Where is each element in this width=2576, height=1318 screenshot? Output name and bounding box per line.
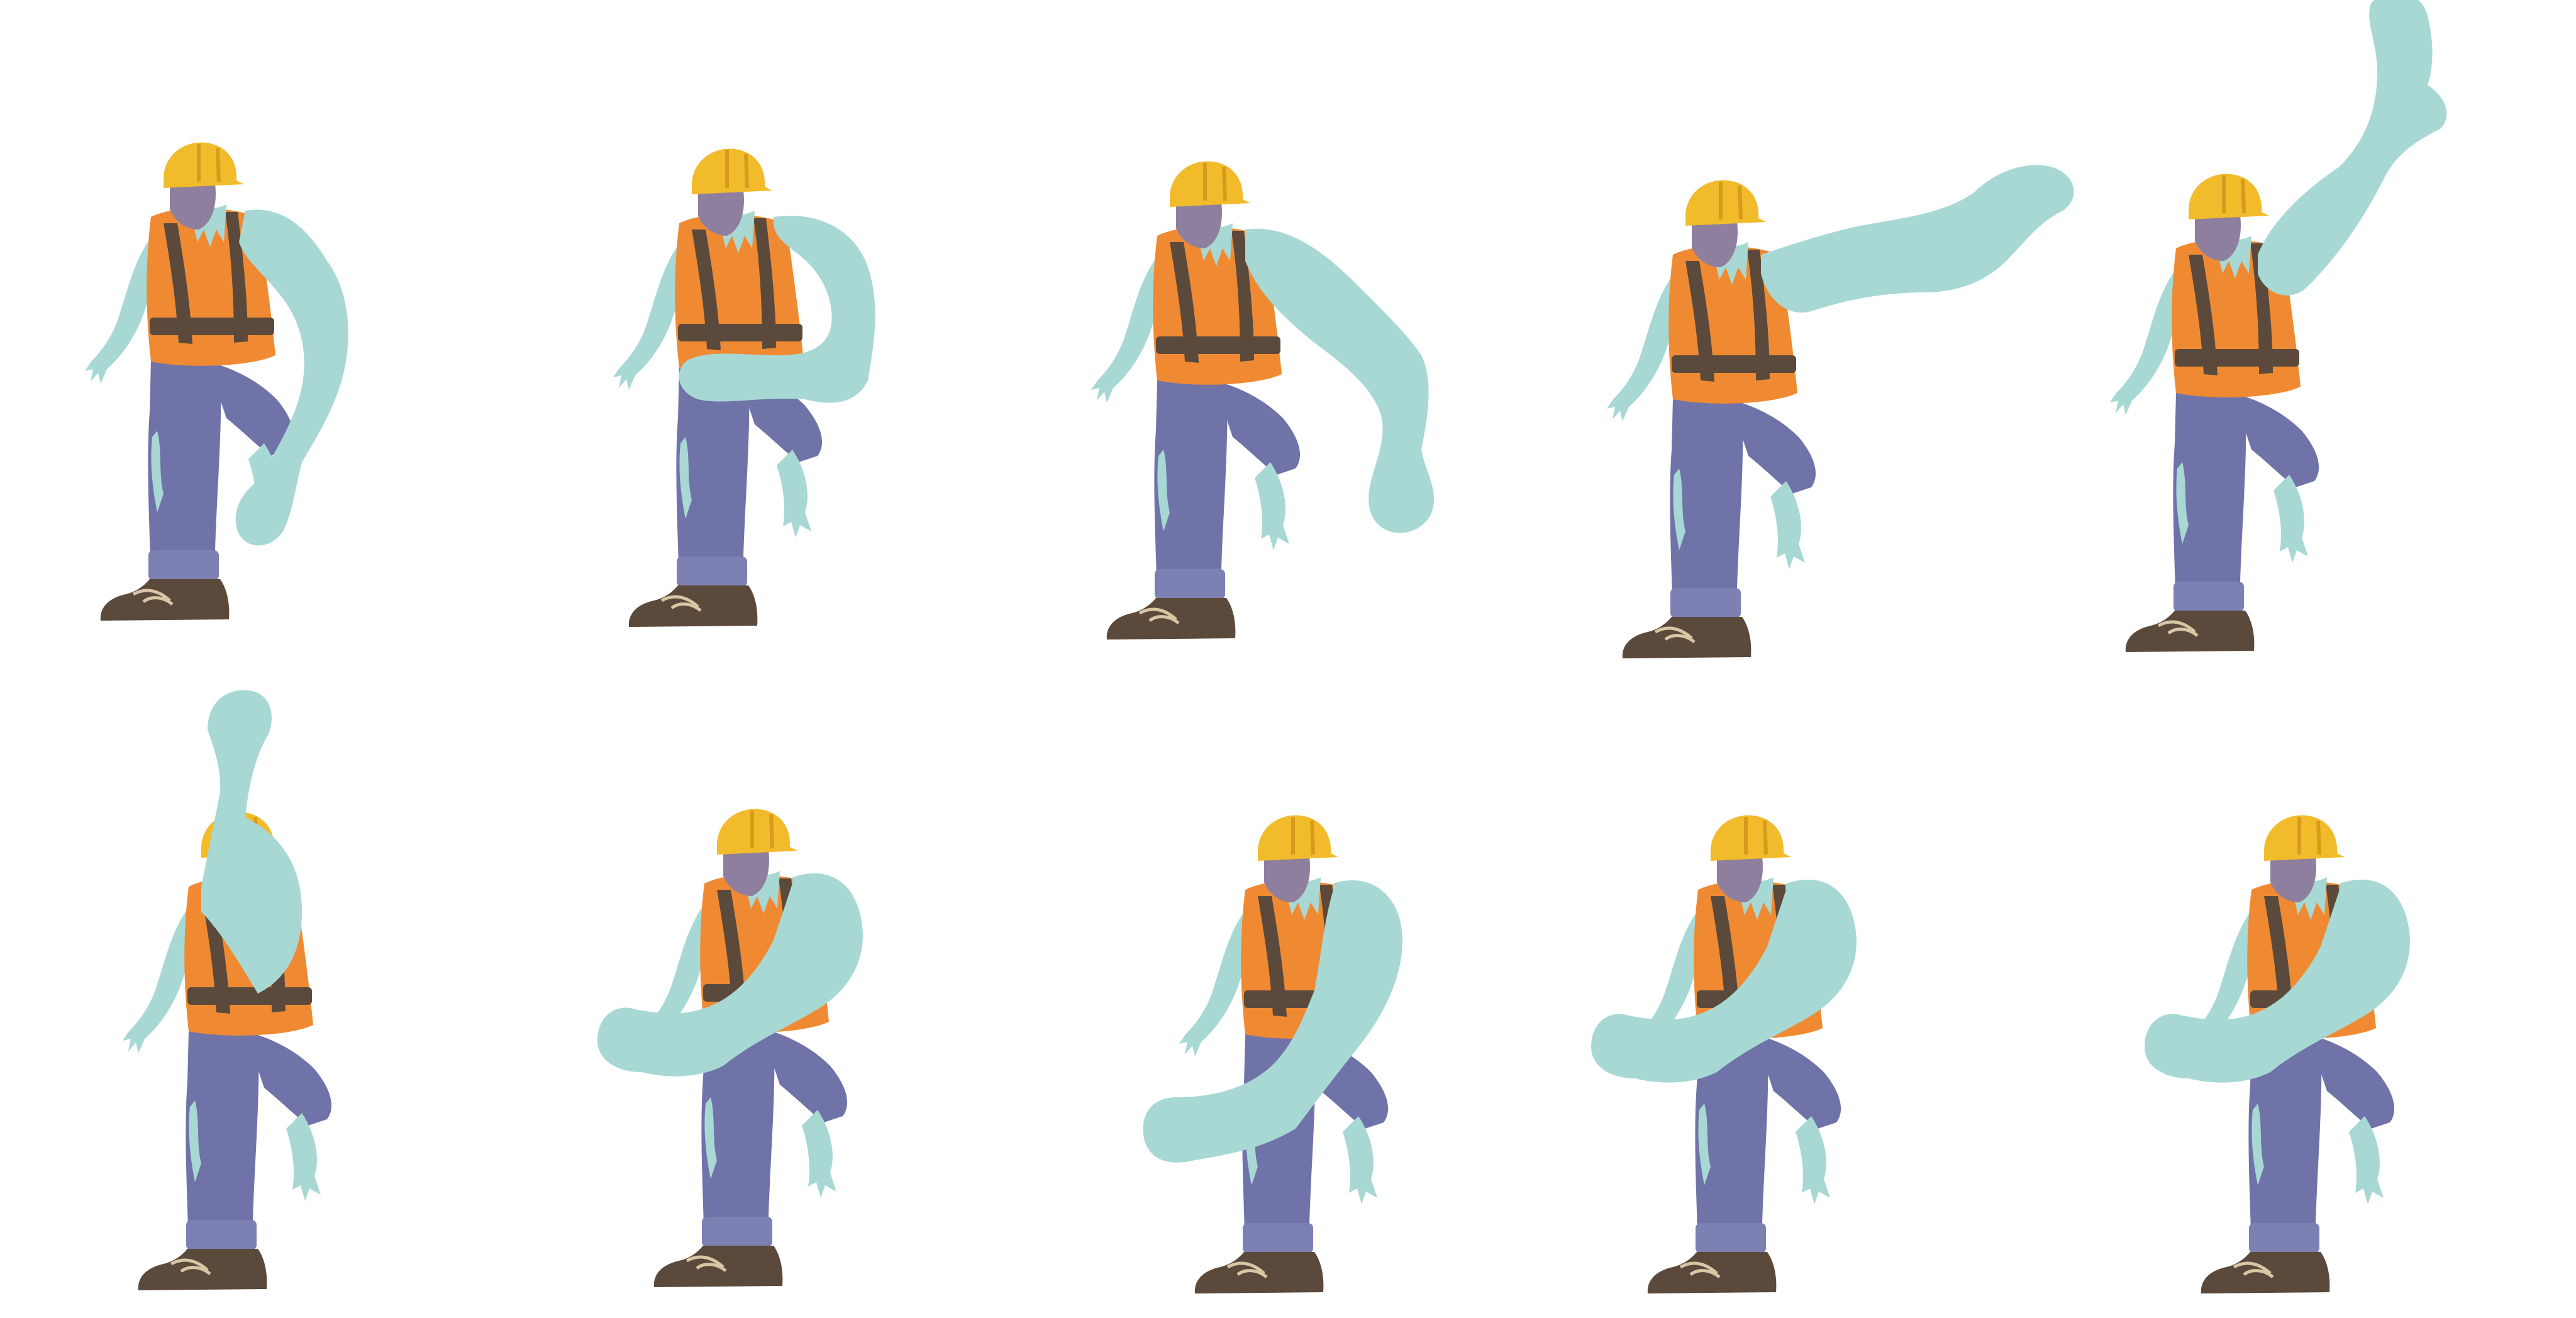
sprite-frame-3	[1091, 162, 1434, 640]
sprite-frame-7	[597, 809, 863, 1287]
big-arm	[235, 209, 348, 546]
big-arm	[1761, 165, 2074, 313]
sprite-frame-8	[1143, 816, 1402, 1293]
big-arm	[2258, 0, 2447, 296]
sprite-frame-1	[85, 143, 348, 621]
sprite-frame-2	[613, 149, 875, 627]
sprite-frame-5	[2110, 0, 2447, 652]
sprite-frame-4	[1607, 165, 2074, 658]
sprite-frame-10	[2145, 816, 2410, 1293]
sprite-frame-9	[1591, 816, 1857, 1293]
sprite-frame-6	[123, 690, 331, 1291]
